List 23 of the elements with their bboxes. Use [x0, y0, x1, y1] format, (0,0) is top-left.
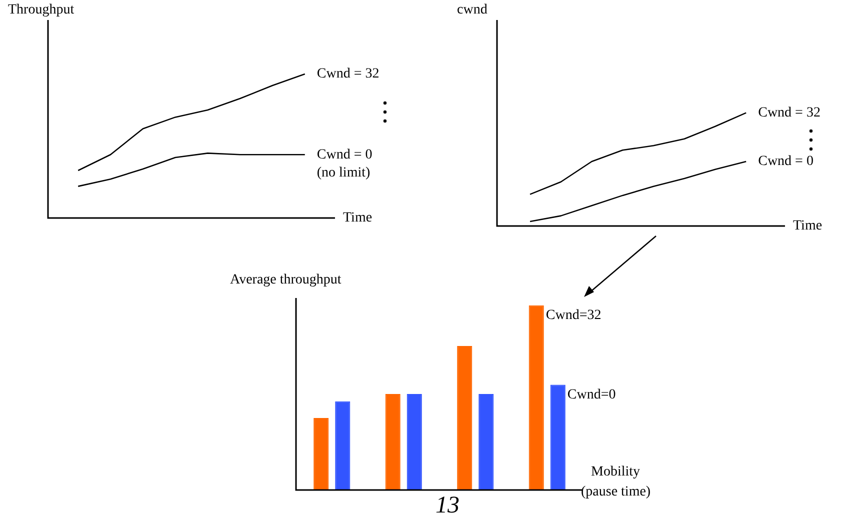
- bar: [528, 305, 544, 490]
- series-label: Cwnd = 0: [316, 147, 372, 162]
- x-axis-title: Time: [343, 210, 372, 226]
- text: 13: [436, 492, 460, 518]
- bar: [550, 384, 566, 490]
- bar: [478, 394, 494, 490]
- series-label: Cwnd = 32: [316, 66, 380, 82]
- series-label: Cwnd = 32: [758, 105, 820, 120]
- bar: [314, 418, 329, 490]
- x-axis-title: Time: [793, 218, 822, 234]
- annotation: (no limit): [316, 165, 370, 180]
- y-axis-title: cwnd: [457, 2, 488, 18]
- y-axis-title: Throughput: [8, 2, 74, 18]
- series-label: Cwnd=32: [546, 308, 602, 324]
- annotation: (pause time): [581, 484, 651, 500]
- bar: [385, 394, 400, 490]
- x-axis-title: Mobility: [591, 464, 640, 480]
- bar: [457, 346, 472, 490]
- series-label: Cwnd=0: [567, 387, 616, 402]
- y-axis-title: Average throughput: [230, 272, 342, 288]
- bar: [406, 394, 422, 490]
- legend-label: Cwnd = 0: [758, 154, 814, 170]
- bar: [335, 401, 350, 490]
